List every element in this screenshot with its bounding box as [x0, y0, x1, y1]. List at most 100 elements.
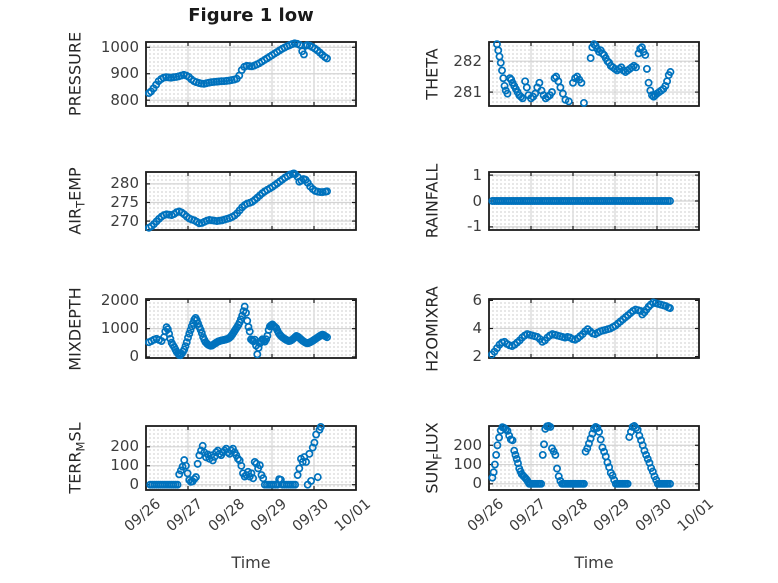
data-point-marker — [243, 316, 252, 325]
mixdepth-scatter-plot — [144, 298, 357, 360]
h2omixra-scatter-plot — [487, 298, 700, 359]
y-tick-label: 281 — [453, 82, 482, 101]
figure-title: Figure 1 low — [188, 5, 314, 26]
y-tick-label: 0 — [472, 474, 482, 493]
data-point-marker — [511, 450, 520, 459]
data-point-marker — [489, 468, 498, 477]
x-tick-label: 09/29 — [590, 496, 634, 536]
data-point-marker — [490, 460, 499, 469]
y-tick-label: 6 — [472, 290, 482, 309]
data-point-marker — [234, 454, 242, 463]
data-point-marker — [642, 450, 651, 459]
data-point-marker — [293, 471, 302, 479]
data-point-marker — [579, 479, 588, 488]
y-tick-label: 100 — [453, 455, 482, 474]
data-point-marker — [666, 68, 675, 76]
pressure-scatter-plot — [144, 39, 357, 107]
rainfall-axis-label: RAINFALL — [423, 164, 442, 239]
data-point-marker — [175, 470, 184, 479]
data-point-marker — [492, 450, 501, 459]
ylabel-text: EMP — [65, 167, 85, 201]
data-point-marker — [255, 461, 264, 470]
data-point-marker — [242, 308, 250, 317]
data-point-marker — [540, 440, 548, 449]
x-tick-label: 10/01 — [331, 496, 375, 536]
data-point-marker — [291, 480, 300, 489]
data-point-marker — [181, 461, 190, 470]
y-tick-label: 1 — [472, 165, 482, 184]
ylabel-text: THETA — [422, 48, 442, 100]
y-tick-label: 0 — [129, 347, 139, 366]
sun-flux-scatter-plot — [488, 422, 700, 491]
data-point-marker — [182, 338, 191, 347]
data-point-marker — [556, 83, 565, 92]
data-point-marker — [666, 479, 674, 488]
data-point-marker — [493, 441, 502, 450]
data-point-marker — [579, 98, 588, 107]
data-point-marker — [643, 455, 652, 463]
data-point-marker — [666, 197, 674, 205]
y-tick-label: 1000 — [100, 37, 139, 56]
y-tick-label: 800 — [110, 90, 139, 109]
data-point-marker — [245, 327, 254, 336]
data-point-marker — [499, 74, 508, 83]
theta-scatter-plot — [488, 40, 700, 107]
data-point-marker — [254, 343, 263, 352]
data-point-marker — [537, 479, 546, 488]
data-point-marker — [163, 325, 172, 334]
data-point-marker — [190, 475, 199, 483]
data-point-marker — [237, 461, 246, 470]
h2omixra-axis-label: H2OMIXRA — [423, 286, 442, 372]
data-point-marker — [244, 322, 253, 331]
data-point-marker — [635, 431, 644, 440]
data-point-marker — [193, 459, 202, 468]
mixdepth-axis-label: MIXDEPTH — [66, 287, 85, 370]
data-point-marker — [173, 480, 182, 489]
data-point-marker — [498, 66, 506, 75]
data-point-marker — [299, 50, 308, 59]
ylabel-text: LUX — [422, 422, 442, 454]
x-tick-label: 09/29 — [247, 496, 291, 536]
ylabel-text: PRESSURE — [65, 31, 85, 117]
data-point-marker — [637, 43, 646, 52]
data-point-marker — [641, 51, 650, 59]
y-tick-label: 2 — [472, 347, 482, 366]
theta-axis-label: THETA — [423, 48, 442, 99]
data-point-marker — [184, 333, 192, 342]
data-point-marker — [608, 471, 617, 480]
data-point-marker — [217, 77, 226, 86]
data-point-marker — [253, 350, 262, 359]
data-point-marker — [503, 89, 512, 98]
x-tick-label: 09/26 — [464, 496, 508, 536]
data-point-marker — [176, 466, 185, 475]
x-tick-label: 10/01 — [674, 496, 718, 536]
y-tick-label: 0 — [472, 191, 482, 210]
rainfall-scatter-plot — [488, 171, 700, 231]
data-point-marker — [302, 458, 310, 466]
data-point-marker — [546, 423, 555, 431]
data-point-marker — [323, 187, 331, 196]
data-point-marker — [495, 52, 504, 61]
x-tick-label: 09/27 — [163, 496, 207, 536]
data-point-marker — [508, 436, 517, 445]
data-point-marker — [249, 474, 258, 483]
data-point-marker — [310, 438, 319, 447]
data-point-marker — [586, 54, 595, 63]
data-point-marker — [623, 479, 632, 488]
data-point-marker — [510, 446, 519, 455]
ylabel-text: SL — [65, 422, 85, 442]
data-point-marker — [558, 89, 567, 98]
ylabel-subscript: F — [430, 453, 445, 460]
y-tick-label: 0 — [129, 475, 139, 494]
data-point-marker — [305, 449, 314, 458]
data-point-marker — [538, 450, 547, 459]
data-point-marker — [595, 427, 603, 436]
air-temp-axis-label: AIRTEMP — [65, 167, 88, 234]
data-point-marker — [500, 81, 509, 90]
data-point-marker — [548, 88, 556, 97]
data-point-marker — [554, 472, 563, 481]
y-tick-label: 280 — [110, 174, 139, 193]
data-point-marker — [535, 78, 544, 87]
terr-msl-axis-label: TERRMSL — [65, 422, 88, 493]
